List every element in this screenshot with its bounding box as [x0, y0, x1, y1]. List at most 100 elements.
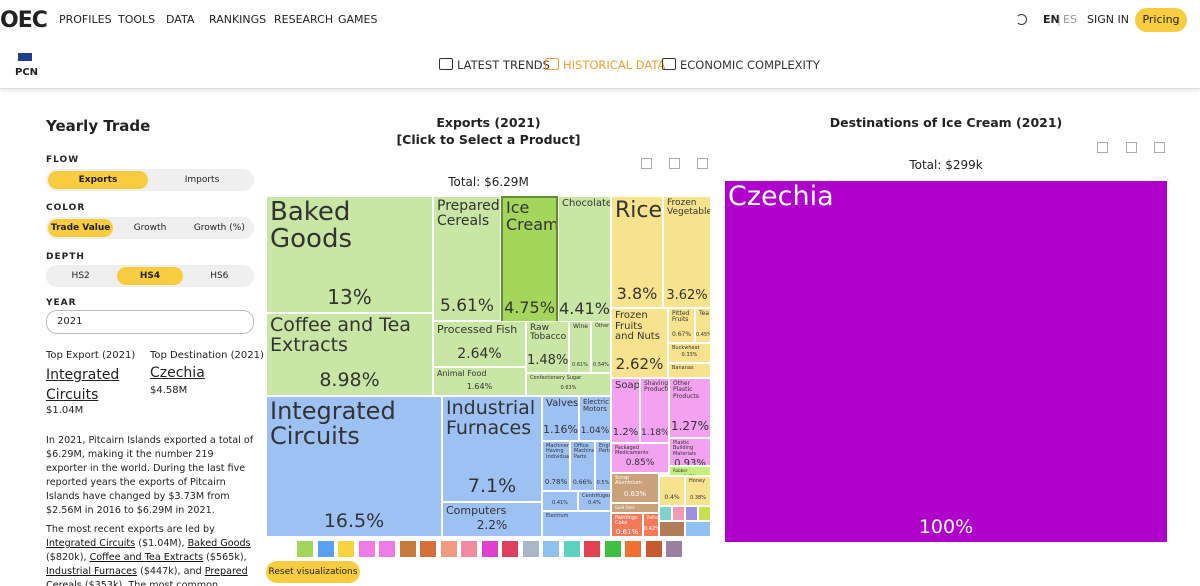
- category-icon[interactable]: [317, 541, 334, 557]
- treemap-tile[interactable]: Integrated Circuits 16.5%: [266, 396, 442, 537]
- category-icon[interactable]: [625, 541, 641, 557]
- nav-item[interactable]: RANKINGS: [209, 13, 267, 26]
- treemap-tile[interactable]: Shaving Products 1.18%: [640, 378, 669, 443]
- category-icon[interactable]: [543, 541, 559, 557]
- treemap-tile[interactable]: Scrap Aluminium 0.63%: [611, 473, 659, 503]
- treemap-tile[interactable]: Other Plastic Products 1.27%: [669, 378, 711, 438]
- stat-link[interactable]: Czechia: [150, 365, 205, 381]
- category-icon[interactable]: [420, 541, 436, 557]
- treemap-tile[interactable]: 0.41%: [542, 491, 578, 511]
- treemap-tile[interactable]: Honey 0.38%: [685, 476, 711, 506]
- toggle-option[interactable]: Growth (%): [193, 223, 245, 233]
- treemap-tile[interactable]: Gold Ores: [611, 503, 659, 513]
- sign-in[interactable]: SIGN IN: [1087, 13, 1129, 26]
- treemap-tile[interactable]: Industrial Furnaces 7.1%: [442, 396, 542, 502]
- toggle-option[interactable]: Exports: [48, 171, 148, 189]
- logo[interactable]: OEC: [0, 8, 48, 33]
- category-icon[interactable]: [666, 541, 682, 557]
- category-icon[interactable]: [461, 541, 477, 557]
- treemap-tile[interactable]: Soap 1.2%: [611, 378, 640, 443]
- tool-icon[interactable]: [697, 158, 708, 169]
- inline-link[interactable]: Integrated Circuits: [46, 538, 136, 549]
- treemap-tile[interactable]: Ice Cream 4.75%: [501, 196, 558, 323]
- category-icon[interactable]: [399, 541, 416, 557]
- treemap-tile[interactable]: Baked Goods 13%: [266, 196, 433, 313]
- treemap-tile[interactable]: Frozen Fruits and Nuts 2.62%: [611, 308, 668, 378]
- category-icon[interactable]: [297, 541, 313, 557]
- tile-share: 4.41%: [559, 299, 610, 319]
- category-icon[interactable]: [440, 541, 457, 557]
- treemap-tile[interactable]: Prepared Cereals 5.61%: [433, 196, 501, 321]
- treemap-tile[interactable]: Office Machine Parts 0.66%: [570, 441, 595, 491]
- category-icon[interactable]: [563, 541, 580, 557]
- tab[interactable]: ECONOMIC COMPLEXITY: [680, 58, 820, 72]
- category-icon[interactable]: [604, 541, 621, 557]
- category-icon[interactable]: [379, 541, 395, 557]
- toggle-option[interactable]: HS2: [71, 271, 90, 281]
- category-icon[interactable]: [522, 541, 539, 557]
- inline-link[interactable]: Baked Goods: [187, 538, 251, 549]
- tool-icon[interactable]: [1154, 142, 1165, 153]
- toggle-option[interactable]: HS6: [210, 271, 229, 281]
- nav-item[interactable]: TOOLS: [118, 13, 156, 26]
- inline-link[interactable]: Industrial Furnaces: [46, 566, 138, 577]
- treemap-tile[interactable]: Wine 0.61%: [569, 321, 591, 373]
- category-icon[interactable]: [645, 541, 662, 557]
- treemap-tile[interactable]: Frozen Vegetables 3.62%: [663, 196, 711, 308]
- tool-icon[interactable]: [1126, 142, 1137, 153]
- treemap-tile[interactable]: 0.4%: [659, 476, 685, 506]
- treemap-tile[interactable]: Valves 1.16%: [542, 396, 579, 441]
- treemap-tile[interactable]: Rubber 0.42%: [669, 466, 711, 476]
- treemap-tile[interactable]: Pitted Fruits 0.67%: [668, 308, 695, 343]
- treemap-tile[interactable]: Electric Motors 1.04%: [579, 396, 611, 441]
- treemap-tile[interactable]: Other 0.54%: [591, 321, 611, 373]
- treemap-tile[interactable]: Czechia 100%: [724, 180, 1168, 543]
- tab[interactable]: HISTORICAL DATA: [563, 58, 666, 72]
- category-icon[interactable]: [481, 541, 498, 557]
- toggle-option[interactable]: Imports: [184, 175, 220, 185]
- tool-icon[interactable]: [1097, 142, 1108, 153]
- treemap-tile[interactable]: Animal Food 1.64%: [433, 367, 526, 396]
- treemap-tile[interactable]: Machinery Having Individual 0.78%: [542, 441, 570, 491]
- pricing[interactable]: Pricing: [1135, 8, 1187, 32]
- treemap-tile[interactable]: Plastic Building Materials 0.93%: [669, 438, 711, 466]
- lang-es[interactable]: ES: [1063, 13, 1077, 26]
- treemap-tile[interactable]: Refined 0.42%: [643, 513, 659, 537]
- category-icon[interactable]: [502, 541, 518, 557]
- stat-link[interactable]: Integrated Circuits: [46, 367, 120, 403]
- inline-link[interactable]: Coffee and Tea Extracts: [89, 552, 204, 563]
- treemap-tile[interactable]: Bananas: [668, 363, 711, 378]
- treemap-tile[interactable]: Paintings Coke 0.61%: [611, 513, 643, 537]
- toggle-option[interactable]: Growth: [133, 223, 167, 233]
- tile-label: Tea: [699, 310, 710, 317]
- treemap-tile[interactable]: Processed Fish 2.64%: [433, 321, 526, 367]
- treemap-tile[interactable]: Tea 0.45%: [695, 308, 711, 343]
- category-icon[interactable]: [584, 541, 600, 557]
- treemap-tile[interactable]: Raw Tobacco 1.48%: [526, 321, 569, 373]
- treemap-tile[interactable]: Centrifuges 0.4%: [578, 491, 611, 511]
- inline-link[interactable]: Prepared Cereals: [46, 566, 248, 586]
- treemap-tile[interactable]: Coffee and Tea Extracts 8.98%: [266, 313, 433, 396]
- nav-item[interactable]: RESEARCH: [274, 13, 334, 26]
- year-select[interactable]: 2021: [46, 310, 254, 334]
- toggle-option[interactable]: Trade Value: [48, 219, 114, 237]
- lang-en[interactable]: EN: [1043, 13, 1060, 26]
- tab[interactable]: LATEST TRENDS: [457, 58, 550, 72]
- treemap-tile[interactable]: Electrum: [542, 511, 611, 537]
- nav-item[interactable]: PROFILES: [59, 13, 112, 26]
- category-icon[interactable]: [338, 541, 354, 557]
- treemap-tile[interactable]: Packaged Medicaments 0.85%: [611, 443, 669, 473]
- nav-item[interactable]: GAMES: [338, 13, 378, 26]
- nav-item[interactable]: DATA: [166, 13, 195, 26]
- treemap-tile[interactable]: Buckwheat 0.33%: [668, 343, 711, 363]
- treemap-tile[interactable]: Rice 3.8%: [611, 196, 663, 308]
- treemap-tile[interactable]: Confectionery Sugar 0.63%: [526, 373, 611, 396]
- toggle-option[interactable]: HS4: [117, 267, 183, 285]
- category-icon[interactable]: [358, 541, 375, 557]
- tool-icon[interactable]: [669, 158, 680, 169]
- treemap-tile[interactable]: Chocolate 4.41%: [558, 196, 611, 323]
- reset-button[interactable]: Reset visualizations: [266, 561, 360, 583]
- treemap-tile[interactable]: Computers 2.2%: [442, 502, 542, 537]
- tool-icon[interactable]: [641, 158, 652, 169]
- treemap-tile[interactable]: Engine Parts 0.5%: [595, 441, 611, 491]
